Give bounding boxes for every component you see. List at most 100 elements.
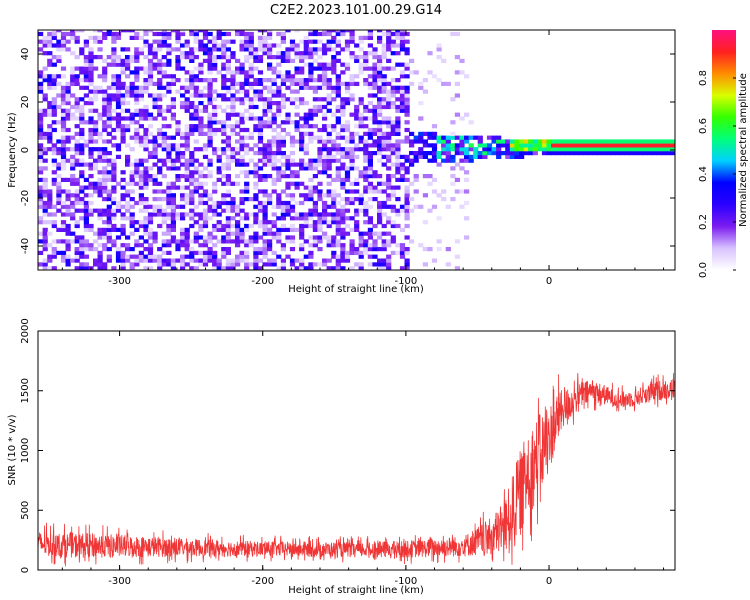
spectrogram-cell (42, 258, 48, 263)
spectrogram-cell (271, 81, 277, 86)
spectrogram-cell (303, 151, 309, 156)
spectrogram-cell (303, 254, 309, 259)
spectrogram-cell (207, 139, 213, 144)
spectrogram-cell (358, 55, 364, 60)
spectrogram-cell (239, 143, 245, 148)
spectrogram-cell (221, 174, 227, 179)
spectrogram-cell (482, 151, 488, 156)
spectrogram-cell (70, 135, 76, 140)
spectrogram-cell (115, 78, 122, 83)
spectrogram-cell (280, 216, 286, 221)
spectrogram-cell (102, 166, 108, 171)
colorbar-bar (712, 30, 736, 270)
spectrogram-cell (335, 223, 341, 229)
spectrogram-cell (138, 220, 144, 225)
spectrogram-cell (335, 258, 341, 263)
spectrogram-cell (79, 85, 85, 90)
spectrogram-cell (157, 158, 163, 163)
spectrogram-cell (166, 62, 172, 67)
spectrogram-cell (404, 223, 410, 229)
spectrogram-cell (235, 131, 241, 136)
spectrogram-cell (289, 151, 296, 156)
spectrogram-cell (276, 108, 282, 113)
spectrogram-cell (431, 124, 438, 129)
spectrogram-cell (97, 147, 103, 152)
spectrogram-cell (97, 85, 103, 90)
spectrogram-cell (138, 185, 144, 190)
spectrogram-cell (390, 89, 396, 94)
spectrogram-cell (354, 177, 360, 182)
spectrogram-cell (344, 170, 351, 175)
spectrogram-cell (317, 181, 323, 186)
spectrogram-cell (189, 31, 195, 37)
spectrogram-cell (276, 112, 282, 117)
spectrogram-cell (509, 143, 515, 148)
spectrogram-cell (120, 108, 126, 113)
spectrogram-cell (459, 135, 465, 140)
spectrogram-cell (303, 131, 309, 136)
spectrogram-cell (51, 181, 57, 186)
spectrogram-cell (257, 124, 264, 129)
spectrogram-cell (225, 235, 231, 240)
spectrogram-cell (349, 266, 355, 270)
spectrogram-cell (239, 81, 245, 86)
spectrogram-cell (257, 166, 264, 171)
spectrogram-cell (216, 35, 222, 40)
spectrogram-cell (267, 158, 273, 163)
spectrogram-cell (651, 143, 657, 148)
spectrogram-cell (413, 189, 419, 194)
spectrogram-cell (312, 89, 318, 94)
spectrogram-cell (198, 116, 204, 121)
spectrogram-cell (157, 58, 163, 63)
spectrogram-cell (106, 216, 112, 221)
spectrogram-cell (312, 204, 318, 209)
spectrogram-cell (257, 247, 264, 252)
spectrogram-cell (207, 112, 213, 117)
spectrogram-cell (138, 135, 144, 140)
spectrogram-cell (134, 58, 140, 63)
spectrogram-cell (244, 147, 250, 152)
spectrogram-cell (445, 135, 451, 140)
spectrogram-cell (42, 158, 48, 163)
spectrogram-cell (230, 39, 236, 44)
spectrogram-cell (358, 147, 364, 152)
spectrogram-cell (180, 243, 186, 248)
spectrogram-cell (212, 181, 218, 186)
spectrogram-cell (395, 250, 401, 255)
spectrogram-cell (340, 70, 346, 75)
spectrogram-cell (111, 74, 117, 79)
spectrogram-cell (344, 174, 351, 179)
spectrogram-cell (198, 39, 204, 44)
spectrogram-cell (363, 147, 369, 152)
spectrogram-cell (271, 116, 277, 121)
spectrogram-cells (38, 30, 675, 270)
spectrogram-cell (367, 231, 373, 236)
spectrogram-cell (253, 181, 259, 186)
spectrogram-cell (125, 243, 131, 248)
spectrogram-cell (271, 181, 277, 186)
spectrogram-cell (202, 258, 209, 263)
spectrogram-cell (74, 266, 80, 270)
spectrogram-cell (450, 120, 456, 125)
spectrogram-cell (216, 30, 222, 33)
spectrogram-cell (308, 266, 314, 270)
spectrogram-cell (207, 66, 213, 71)
spectrogram-cell (335, 120, 341, 125)
spectrogram-cell (377, 258, 383, 263)
spectrogram-cell (42, 247, 48, 252)
spectrogram-cell (271, 250, 277, 255)
spectrogram-cell (102, 197, 108, 202)
spectrogram-cell (335, 74, 341, 79)
spectrogram-cell (207, 58, 213, 63)
spectrogram-cell (202, 250, 209, 255)
spectrogram-cell (212, 39, 218, 44)
spectrogram-cell (395, 158, 401, 163)
spectrogram-cell (271, 135, 277, 140)
spectrogram-cell (97, 55, 103, 60)
spectrogram-cell (276, 151, 282, 156)
spectrogram-cell (326, 181, 332, 186)
spectrogram-cell (312, 30, 318, 33)
spectrogram-cell (294, 139, 300, 144)
spectrogram-cell (367, 31, 373, 37)
